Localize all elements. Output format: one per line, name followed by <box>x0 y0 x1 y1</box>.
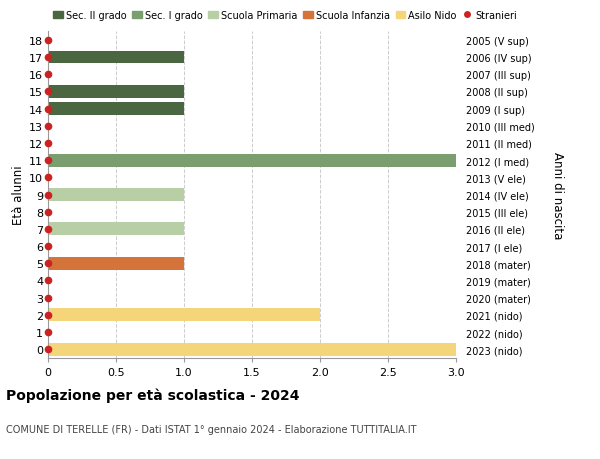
Bar <box>48 51 184 64</box>
Bar <box>48 154 456 167</box>
Bar <box>48 343 456 356</box>
Bar <box>48 189 184 202</box>
Text: Popolazione per età scolastica - 2024: Popolazione per età scolastica - 2024 <box>6 388 299 403</box>
Y-axis label: Anni di nascita: Anni di nascita <box>551 151 564 239</box>
Bar <box>48 257 184 270</box>
Bar <box>48 86 184 99</box>
Text: COMUNE DI TERELLE (FR) - Dati ISTAT 1° gennaio 2024 - Elaborazione TUTTITALIA.IT: COMUNE DI TERELLE (FR) - Dati ISTAT 1° g… <box>6 425 416 435</box>
Bar <box>48 309 320 322</box>
Bar <box>48 223 184 236</box>
Legend: Sec. II grado, Sec. I grado, Scuola Primaria, Scuola Infanzia, Asilo Nido, Stran: Sec. II grado, Sec. I grado, Scuola Prim… <box>53 11 517 21</box>
Bar <box>48 103 184 116</box>
Y-axis label: Età alunni: Età alunni <box>12 165 25 225</box>
